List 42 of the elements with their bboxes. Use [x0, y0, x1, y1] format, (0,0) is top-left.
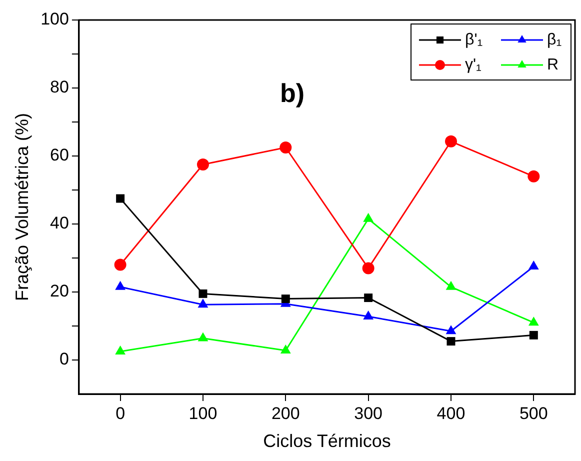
legend-label: β'₁ [465, 31, 483, 48]
x-axis-title: Ciclos Térmicos [263, 431, 391, 452]
point [364, 294, 373, 302]
point [528, 260, 539, 270]
legend-label: R [547, 56, 559, 74]
point [198, 298, 208, 308]
point [115, 346, 126, 354]
point [363, 212, 374, 222]
point [116, 194, 125, 203]
point [198, 332, 208, 342]
x-tick-label: 0 [116, 404, 126, 423]
point [280, 142, 292, 154]
y-tick-label: 80 [50, 78, 69, 97]
x-tick-label: 400 [436, 404, 466, 423]
point [281, 294, 290, 304]
point [444, 135, 457, 148]
point [198, 289, 208, 298]
legend-label: γ'₁ [465, 56, 482, 74]
x-tick-label: 300 [354, 404, 383, 423]
point [528, 170, 540, 182]
point [529, 330, 538, 340]
point [363, 310, 374, 320]
y-tick-label: 0 [59, 350, 69, 369]
point [446, 325, 456, 334]
x-tick-label: 100 [188, 404, 218, 423]
y-axis-title: Fração Volumétrica (%) [12, 112, 32, 302]
point [528, 316, 539, 326]
point [446, 280, 456, 290]
legend-label: β₁ [547, 31, 562, 48]
point [280, 344, 291, 354]
annotation: b) [280, 78, 305, 108]
y-tick-label: 60 [50, 146, 69, 165]
y-tick-label: 40 [50, 214, 69, 233]
x-tick-label: 200 [271, 404, 300, 423]
point [196, 158, 209, 170]
point [446, 337, 456, 346]
y-tick-label: 100 [40, 10, 69, 29]
point [115, 280, 126, 290]
point [114, 258, 126, 271]
point [362, 262, 374, 274]
y-tick-label: 20 [50, 282, 69, 301]
x-tick-label: 500 [519, 404, 548, 423]
